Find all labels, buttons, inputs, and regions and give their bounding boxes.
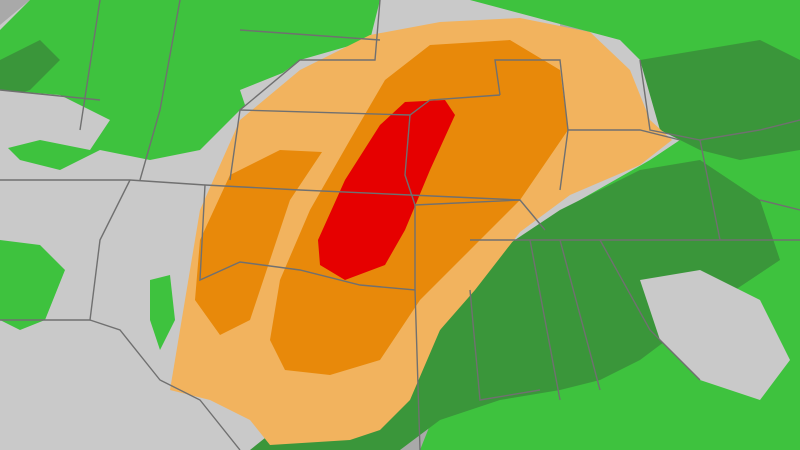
clear-patches xyxy=(0,70,790,400)
risk-area-moderate xyxy=(195,40,568,375)
risk-area-high xyxy=(318,100,455,280)
pacific-corner xyxy=(0,0,30,25)
